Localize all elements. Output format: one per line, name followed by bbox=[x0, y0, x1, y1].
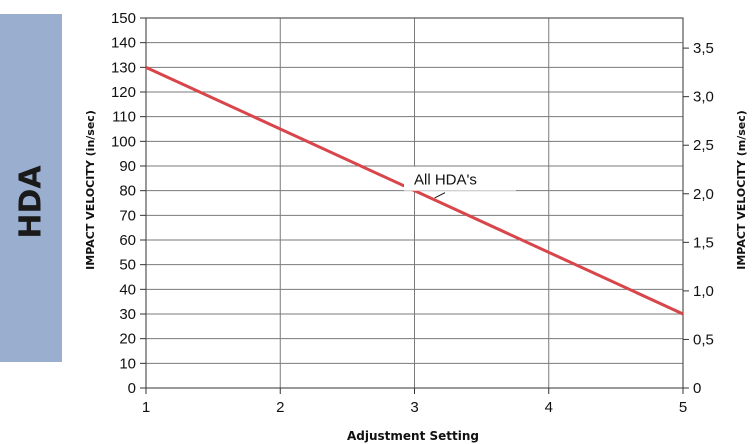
y-ticks: 0 10 20 30 40 50 60 70 80 90 100 110 120 130 140 150 bbox=[111, 10, 146, 397]
y-tick-label: 140 bbox=[111, 35, 136, 52]
y2-tick-label: 1,0 bbox=[693, 283, 714, 300]
y-tick-label: 10 bbox=[119, 355, 136, 372]
y-tick-label: 80 bbox=[119, 183, 136, 200]
annotation-leader bbox=[434, 192, 446, 199]
y-tick-label: 70 bbox=[119, 207, 136, 224]
annotation-label: All HDA's bbox=[414, 172, 477, 189]
y-axis-title: IMPACT VELOCITY (in/sec) bbox=[84, 110, 97, 270]
x-tick-label: 3 bbox=[410, 399, 418, 416]
y-tick-label: 130 bbox=[111, 59, 136, 76]
y-tick-label: 20 bbox=[119, 331, 136, 348]
y-tick-label: 150 bbox=[111, 10, 136, 27]
x-tick-label: 2 bbox=[276, 399, 284, 416]
y-tick-label: 120 bbox=[111, 84, 136, 101]
x-ticks: 1 2 3 4 5 bbox=[142, 388, 687, 416]
x-tick-label: 4 bbox=[545, 399, 553, 416]
y2-tick-label: 0,5 bbox=[693, 331, 714, 348]
side-panel: HDA bbox=[0, 14, 62, 362]
annotation-background bbox=[404, 166, 516, 191]
y2-tick-label: 2,5 bbox=[693, 137, 714, 154]
y-tick-label: 110 bbox=[112, 109, 136, 126]
x-tick-label: 1 bbox=[142, 399, 150, 416]
y-tick-label: 60 bbox=[119, 232, 136, 249]
y2-tick-label: 1,5 bbox=[693, 234, 714, 251]
y2-tick-label: 3,5 bbox=[693, 40, 714, 57]
grid bbox=[145, 17, 684, 389]
y2-tick-label: 3,0 bbox=[693, 89, 714, 106]
y2-ticks: 0 0,5 1,0 1,5 2,0 2,5 3,0 3,5 bbox=[683, 40, 714, 397]
y-tick-label: 30 bbox=[119, 306, 136, 323]
annotation-layer: All HDA's bbox=[404, 166, 516, 199]
y2-axis-title: IMPACT VELOCITY (m/sec) bbox=[735, 110, 748, 270]
x-axis-title: Adjustment Setting bbox=[347, 429, 479, 443]
y-tick-label: 90 bbox=[119, 158, 136, 175]
y-tick-label: 0 bbox=[128, 380, 136, 397]
y-tick-label: 40 bbox=[119, 281, 136, 298]
y-tick-label: 100 bbox=[111, 133, 136, 150]
y-tick-label: 50 bbox=[119, 257, 136, 274]
y2-tick-label: 0 bbox=[693, 380, 701, 397]
y2-tick-label: 2,0 bbox=[693, 186, 714, 203]
x-tick-label: 5 bbox=[679, 399, 687, 416]
